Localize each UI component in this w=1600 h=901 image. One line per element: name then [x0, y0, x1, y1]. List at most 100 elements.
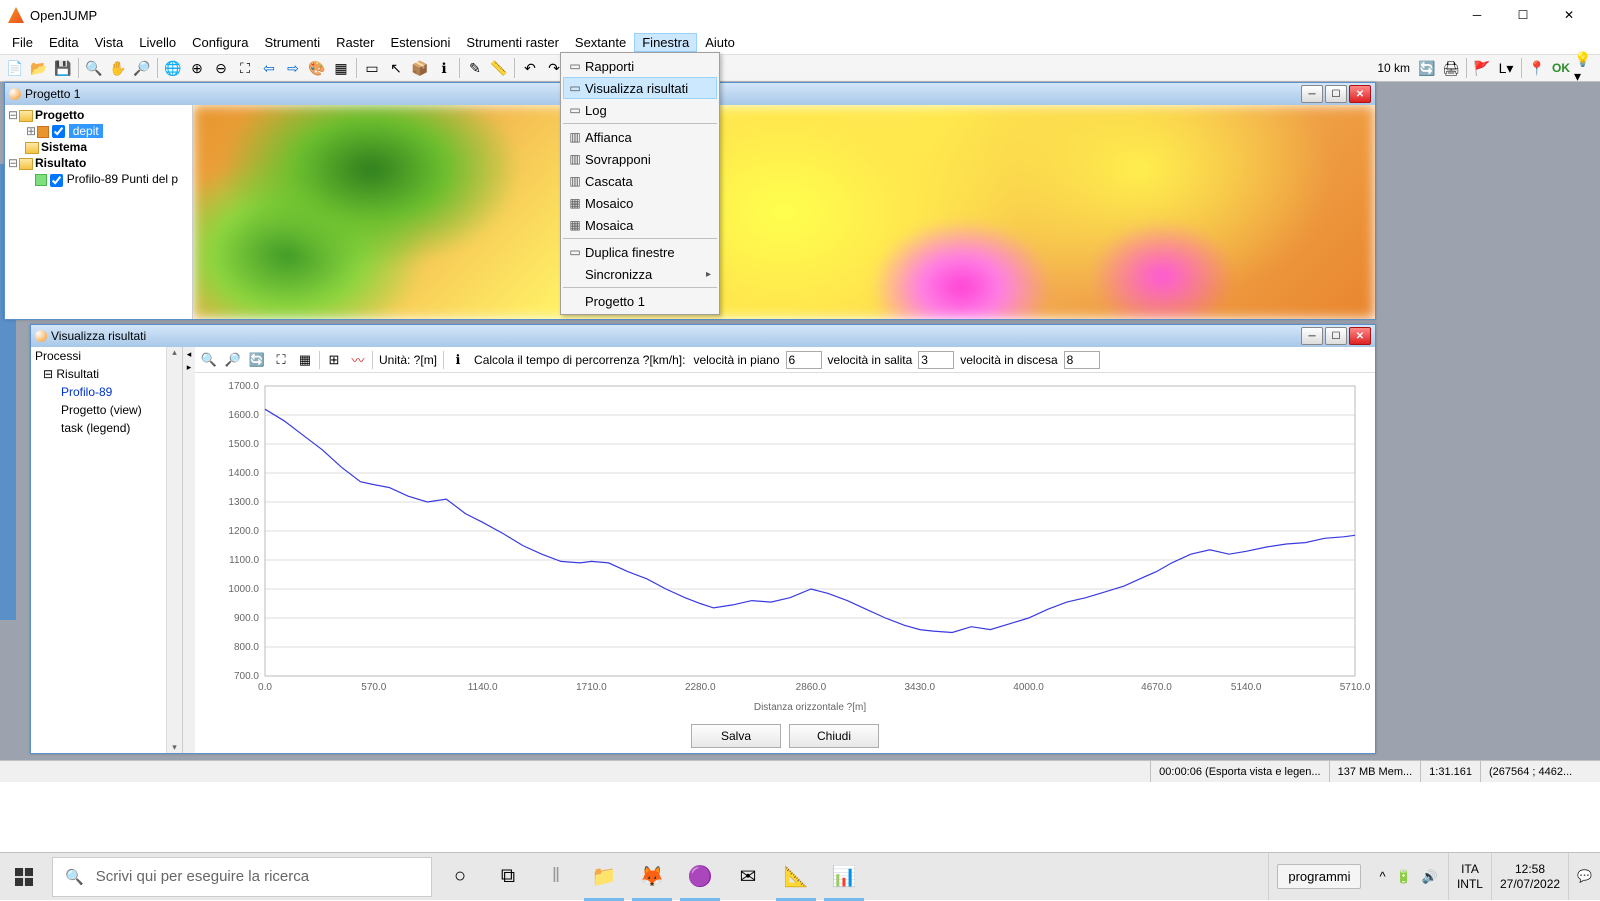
menuitem-affianca[interactable]: ▥Affianca [563, 126, 717, 148]
menu-strumenti raster[interactable]: Strumenti raster [458, 33, 566, 52]
chart-zoomin-icon[interactable]: 🔎 [223, 350, 243, 370]
mail-icon[interactable]: ✉ [724, 853, 772, 901]
tree-item-profilo[interactable]: Profilo-89 [31, 383, 182, 401]
back-icon[interactable]: ⇦ [258, 57, 280, 79]
menuitem-mosaica[interactable]: ▦Mosaica [563, 214, 717, 236]
process-tree[interactable]: Processi ⊟ Risultati Profilo-89 Progetto… [31, 347, 183, 753]
openjump-task-icon[interactable]: 📐 [772, 853, 820, 901]
tree-root[interactable]: Progetto [35, 108, 84, 122]
menu-aiuto[interactable]: Aiuto [697, 33, 743, 52]
menuitem-log[interactable]: ▭Log [563, 99, 717, 121]
menuitem-sovrapponi[interactable]: ▥Sovrapponi [563, 148, 717, 170]
close-button[interactable]: ✕ [1546, 0, 1592, 30]
maximize-button[interactable]: ☐ [1500, 0, 1546, 30]
tree-sistema[interactable]: Sistema [41, 140, 87, 154]
menu-finestra[interactable]: Finestra [634, 33, 697, 52]
menuitem-cascata[interactable]: ▥Cascata [563, 170, 717, 192]
menuitem-progetto-1[interactable]: Progetto 1 [563, 290, 717, 312]
inner-close-button[interactable]: ✕ [1349, 327, 1371, 345]
tray-chevron-icon[interactable]: ^ [1379, 869, 1385, 884]
select-icon[interactable]: ▭ [361, 57, 383, 79]
result-window-titlebar[interactable]: Visualizza risultati ─ ☐ ✕ [31, 325, 1375, 347]
zoom-out-icon[interactable]: ⊖ [210, 57, 232, 79]
tree-processi[interactable]: Processi [31, 347, 182, 365]
app2-icon[interactable]: 📊 [820, 853, 868, 901]
layer-checkbox[interactable] [52, 125, 65, 138]
box-icon[interactable]: 📦 [409, 57, 431, 79]
new-icon[interactable]: 📄 [4, 57, 26, 79]
eclipse-icon[interactable]: 🟣 [676, 853, 724, 901]
menuitem-mosaico[interactable]: ▦Mosaico [563, 192, 717, 214]
chart-zoom-icon[interactable]: 🔍 [199, 350, 219, 370]
language-indicator[interactable]: ITAINTL [1448, 853, 1491, 900]
inner-minimize-button[interactable]: ─ [1301, 327, 1323, 345]
menu-livello[interactable]: Livello [131, 33, 184, 52]
pan-icon[interactable]: ✋ [107, 57, 129, 79]
chart-area[interactable]: 700.0800.0900.01000.01100.01200.01300.01… [195, 373, 1375, 719]
inner-maximize-button[interactable]: ☐ [1325, 85, 1347, 103]
menu-file[interactable]: File [4, 33, 41, 52]
tree-item-task[interactable]: task (legend) [31, 419, 182, 437]
taskview-icon[interactable]: ⧉ [484, 853, 532, 901]
start-button[interactable] [0, 853, 48, 901]
firefox-icon[interactable]: 🦊 [628, 853, 676, 901]
chart-grid-icon[interactable]: ▦ [295, 350, 315, 370]
programmi-button[interactable]: programmi [1277, 864, 1361, 889]
flag-icon[interactable]: 🚩 [1471, 57, 1493, 79]
menu-sextante[interactable]: Sextante [567, 33, 634, 52]
menu-edita[interactable]: Edita [41, 33, 87, 52]
zoom-selection-icon[interactable]: 🔎 [131, 57, 153, 79]
measure-icon[interactable]: 📏 [488, 57, 510, 79]
chart-table-icon[interactable]: ⊞ [324, 350, 344, 370]
tree-risultati-node[interactable]: Risultati [56, 367, 99, 381]
menu-raster[interactable]: Raster [328, 33, 382, 52]
menuitem-duplica-finestre[interactable]: ▭Duplica finestre [563, 241, 717, 263]
tree-scrollbar[interactable] [166, 347, 182, 753]
layer-profilo[interactable]: Profilo-89 Punti del p [67, 172, 178, 186]
inner-close-button[interactable]: ✕ [1349, 85, 1371, 103]
save-icon[interactable]: 💾 [52, 57, 74, 79]
layers-icon[interactable]: ▦ [330, 57, 352, 79]
menuitem-sincronizza[interactable]: Sincronizza▸ [563, 263, 717, 285]
menu-strumenti[interactable]: Strumenti [257, 33, 329, 52]
inner-minimize-button[interactable]: ─ [1301, 85, 1323, 103]
up-input[interactable] [918, 351, 954, 369]
l-dropdown[interactable]: L ▾ [1495, 57, 1517, 79]
print-icon[interactable]: 🖨 [1440, 57, 1462, 79]
map-canvas[interactable] [193, 105, 1375, 319]
inner-maximize-button[interactable]: ☐ [1325, 327, 1347, 345]
notifications-icon[interactable]: 💬 [1568, 853, 1600, 900]
refresh-icon[interactable]: 🔄 [1416, 57, 1438, 79]
taskbar-search[interactable]: 🔍 Scrivi qui per eseguire la ricerca [52, 857, 432, 897]
pointer-icon[interactable]: ↖ [385, 57, 407, 79]
bulb-dropdown-icon[interactable]: 💡▾ [1574, 57, 1596, 79]
info-icon[interactable]: ℹ [433, 57, 455, 79]
palette-icon[interactable]: 🎨 [306, 57, 328, 79]
flat-input[interactable] [786, 351, 822, 369]
world-icon[interactable]: 🌐 [162, 57, 184, 79]
minimize-button[interactable]: ─ [1454, 0, 1500, 30]
chart-line-icon[interactable]: 〰 [348, 350, 368, 370]
menu-vista[interactable]: Vista [87, 33, 132, 52]
battery-icon[interactable]: 🔋 [1396, 869, 1412, 885]
chart-refresh-icon[interactable]: 🔄 [247, 350, 267, 370]
zoom-icon[interactable]: 🔍 [83, 57, 105, 79]
zoom-in-icon[interactable]: ⊕ [186, 57, 208, 79]
tree-item-progetto[interactable]: Progetto (view) [31, 401, 182, 419]
volume-icon[interactable]: 🔊 [1422, 869, 1438, 885]
zoom-full-icon[interactable]: ⛶ [234, 57, 256, 79]
menuitem-visualizza-risultati[interactable]: ▭Visualizza risultati [563, 77, 717, 99]
save-button[interactable]: Salva [691, 724, 781, 748]
layer-tree[interactable]: ⊟Progetto ⊞ depit Sistema ⊟Risultato Pro… [5, 105, 193, 319]
down-input[interactable] [1064, 351, 1100, 369]
edit-icon[interactable]: ✎ [464, 57, 486, 79]
tree-risultato[interactable]: Risultato [35, 156, 86, 170]
chart-fit-icon[interactable]: ⛶ [271, 350, 291, 370]
menu-configura[interactable]: Configura [184, 33, 256, 52]
explorer-icon[interactable]: 📁 [580, 853, 628, 901]
menu-estensioni[interactable]: Estensioni [382, 33, 458, 52]
splitter[interactable]: ◂▸ [183, 347, 195, 753]
clock[interactable]: 12:5827/07/2022 [1491, 853, 1568, 900]
close-chart-button[interactable]: Chiudi [789, 724, 879, 748]
chart-info-icon[interactable]: ℹ [448, 350, 468, 370]
